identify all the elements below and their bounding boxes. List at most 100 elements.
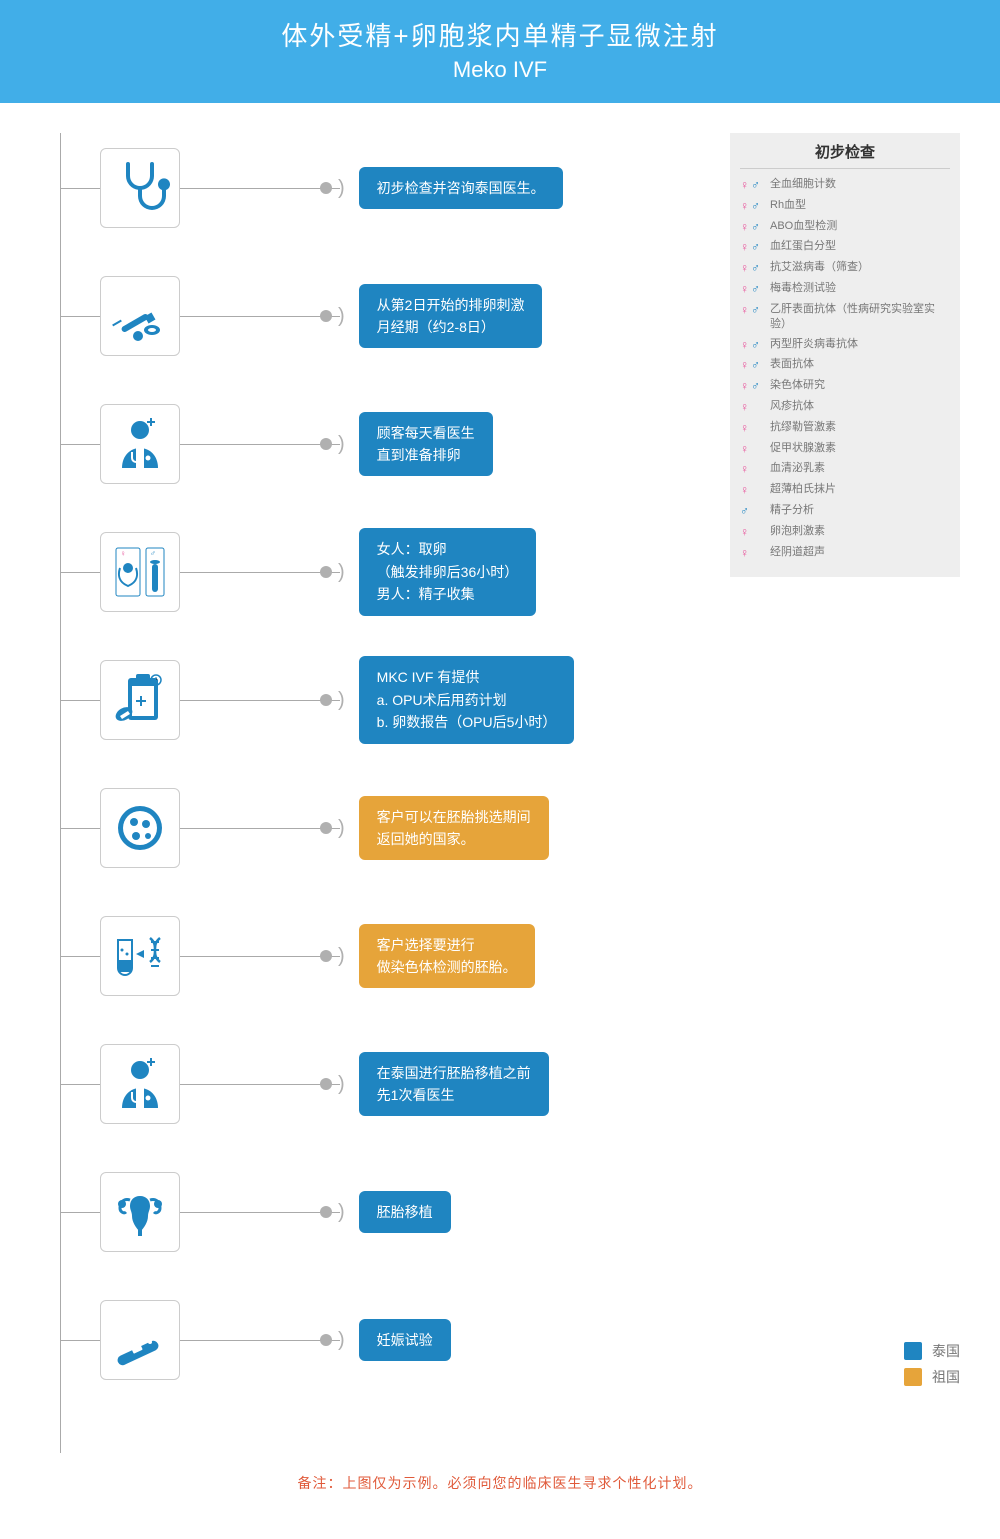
gender-icons: ♀♂: [740, 357, 770, 374]
bullet-paren: ): [338, 689, 345, 712]
gender-icons: ♀♂: [740, 239, 770, 256]
sidebar-title: 初步检查: [740, 141, 950, 169]
doctor-icon: [100, 404, 180, 484]
step-row: ) 胚胎移植: [60, 1157, 960, 1267]
sidebar-item: ♀ 超薄柏氏抹片: [740, 482, 950, 499]
sidebar-item: ♀抗缪勒管激素: [740, 420, 950, 437]
bullet-dot: [320, 310, 332, 322]
gender-icons: ♀♂: [740, 378, 770, 395]
gender-icons: ♀♂: [740, 198, 770, 215]
sidebar-item-text: 全血细胞计数: [770, 177, 836, 192]
sidebar-item: ♀风疹抗体: [740, 399, 950, 416]
bullet-dot: [320, 694, 332, 706]
sidebar-item-text: 表面抗体: [770, 357, 814, 372]
male-icon: ♂: [751, 177, 760, 194]
step-row: )客户选择要进行 做染色体检测的胚胎。: [60, 901, 960, 1011]
step-label: MKC IVF 有提供 a. OPU术后用药计划 b. 卵数报告（OPU后5小时…: [359, 656, 575, 743]
legend-swatch-thailand: [904, 1342, 922, 1360]
sidebar-items: ♀♂全血细胞计数♀♂Rh血型♀♂ABO血型检测♀♂血红蛋白分型♀♂抗艾滋病毒（筛…: [740, 177, 950, 561]
sidebar-item-text: 风疹抗体: [770, 399, 814, 414]
footnote: 备注：上图仅为示例。必须向您的临床医生寻求个性化计划。: [0, 1453, 1000, 1533]
sidebar-item-text: 抗艾滋病毒（筛查）: [770, 260, 869, 275]
step-bullet: ): [320, 1329, 345, 1352]
legend: 泰国 祖国: [904, 1341, 960, 1393]
bullet-paren: ): [338, 305, 345, 328]
sidebar-item-text: 染色体研究: [770, 378, 825, 393]
main-content: )初步检查并咨询泰国医生。)从第2日开始的排卵刺激 月经期（约2-8日）)顾客每…: [0, 103, 1000, 1453]
uterus-icon: [100, 1172, 180, 1252]
female-icon: ♀: [740, 441, 749, 458]
male-icon: ♂: [751, 260, 760, 277]
gender-icons: ♂: [740, 503, 770, 520]
repro-vial-icon: [100, 532, 180, 612]
female-icon: ♀: [740, 545, 749, 562]
bullet-paren: ): [338, 945, 345, 968]
sidebar-item: ♀经阴道超声: [740, 545, 950, 562]
legend-home: 祖国: [904, 1367, 960, 1387]
step-row: ) MKC IVF 有提供 a. OPU术后用药计划 b. 卵数报告（OPU后5小…: [60, 645, 960, 755]
legend-label-home: 祖国: [932, 1367, 960, 1387]
female-icon: ♀: [740, 378, 749, 395]
step-bullet: ): [320, 817, 345, 840]
gender-icons: ♀♂: [740, 337, 770, 354]
male-icon: ♂: [751, 337, 760, 354]
female-icon: ♀: [740, 357, 749, 374]
step-row: ) 妊娠试验: [60, 1285, 960, 1395]
female-icon: ♀: [740, 337, 749, 354]
male-icon: ♂: [751, 281, 760, 298]
bullet-dot: [320, 822, 332, 834]
sidebar-item: ♀♂Rh血型: [740, 198, 950, 215]
gender-icons: ♀: [740, 420, 770, 437]
female-icon: ♀: [740, 524, 749, 541]
sidebar-item: ♀♂ABO血型检测: [740, 219, 950, 236]
stethoscope-icon: [100, 148, 180, 228]
legend-label-thailand: 泰国: [932, 1341, 960, 1361]
male-icon: ♂: [751, 239, 760, 256]
bullet-paren: ): [338, 433, 345, 456]
gender-icons: ♀: [740, 441, 770, 458]
sidebar-item: ♀♂抗艾滋病毒（筛查）: [740, 260, 950, 277]
step-label: 初步检查并咨询泰国医生。: [359, 167, 563, 209]
step-label: 胚胎移植: [359, 1191, 451, 1233]
bullet-paren: ): [338, 1201, 345, 1224]
female-icon: ♀: [740, 177, 749, 194]
bullet-dot: [320, 182, 332, 194]
step-bullet: ): [320, 945, 345, 968]
step-bullet: ): [320, 689, 345, 712]
bullet-dot: [320, 950, 332, 962]
bullet-dot: [320, 1078, 332, 1090]
female-icon: ♀: [740, 482, 749, 499]
sidebar-box: 初步检查 ♀♂全血细胞计数♀♂Rh血型♀♂ABO血型检测♀♂血红蛋白分型♀♂抗艾…: [730, 133, 960, 577]
sidebar-item: ♀♂丙型肝炎病毒抗体: [740, 337, 950, 354]
step-label: 客户可以在胚胎挑选期间 返回她的国家。: [359, 796, 549, 861]
syringe-pills-icon: [100, 276, 180, 356]
female-icon: ♀: [740, 219, 749, 236]
gender-icons: ♀: [740, 545, 770, 562]
male-icon: ♂: [751, 302, 760, 319]
sidebar-item-text: 血清泌乳素: [770, 461, 825, 476]
bullet-dot: [320, 1206, 332, 1218]
bullet-dot: [320, 1334, 332, 1346]
gender-icons: ♀: [740, 399, 770, 416]
sidebar-item-text: Rh血型: [770, 198, 806, 213]
gender-icons: ♀: [740, 482, 770, 499]
bullet-paren: ): [338, 177, 345, 200]
gender-icons: ♀: [740, 461, 770, 478]
sidebar-item: ♀♂染色体研究: [740, 378, 950, 395]
gender-icons: ♀♂: [740, 302, 770, 319]
male-icon: ♂: [751, 198, 760, 215]
step-bullet: ): [320, 1201, 345, 1224]
sidebar-item: ♀♂血红蛋白分型: [740, 239, 950, 256]
step-label: 女人：取卵 （触发排卵后36小时） 男人：精子收集: [359, 528, 537, 615]
step-bullet: ): [320, 305, 345, 328]
petri-icon: [100, 788, 180, 868]
step-label: 妊娠试验: [359, 1319, 451, 1361]
sidebar-item-text: 超薄柏氏抹片: [770, 482, 836, 497]
female-icon: ♀: [740, 302, 749, 319]
step-row: )在泰国进行胚胎移植之前 先1次看医生: [60, 1029, 960, 1139]
bullet-paren: ): [338, 561, 345, 584]
sidebar-item-text: 精子分析: [770, 503, 814, 518]
gender-icons: ♀♂: [740, 219, 770, 236]
gender-icons: ♀♂: [740, 260, 770, 277]
sidebar-item: ♂精子分析: [740, 503, 950, 520]
